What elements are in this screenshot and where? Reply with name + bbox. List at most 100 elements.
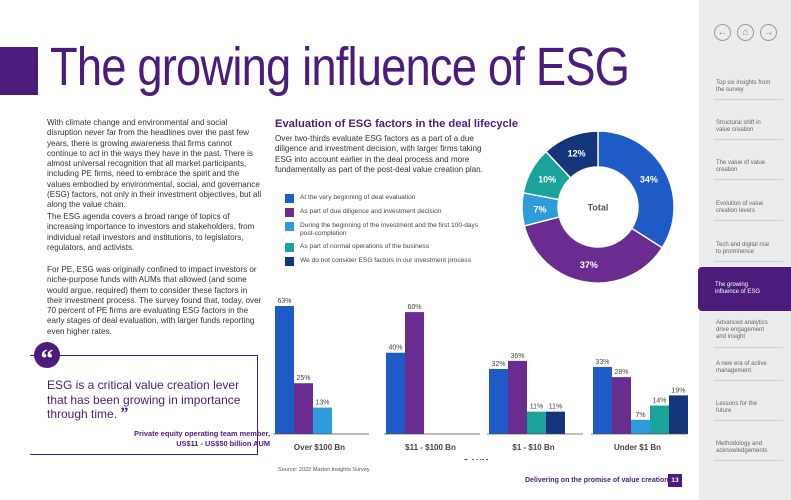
- title-accent-bar: [0, 47, 38, 95]
- bar-chart: 63% 25% 13% Over $100 Bn 40% 60% $11 - $100 Bn…: [273, 298, 688, 460]
- donut-slice-label: 34%: [640, 175, 658, 185]
- sidebar-item-label: Advanced analytics drive engagement and …: [716, 320, 768, 341]
- bar-data-label: 25%: [296, 375, 310, 382]
- sidebar-item-label: Evolution of value creation levers: [716, 201, 764, 215]
- legend-item: We do not consider ESG factors in our in…: [285, 257, 485, 267]
- sidebar-divider: [714, 380, 783, 382]
- section-title: Evaluation of ESG factors in the deal li…: [275, 118, 519, 130]
- bar: [669, 395, 688, 434]
- sidebar-item-3[interactable]: The value of value creation: [699, 160, 791, 181]
- body-paragraph-1: With climate change and environmental an…: [47, 118, 262, 210]
- donut-slice: [544, 130, 599, 179]
- legend-label: We do not consider ESG factors in our in…: [300, 257, 472, 265]
- legend-swatch: [285, 194, 294, 203]
- bar-data-label: 60%: [407, 304, 421, 311]
- sidebar-item-6[interactable]: The growing influence of ESG: [698, 267, 791, 311]
- sidebar-item-5[interactable]: Tech and digital rise to prominence: [699, 242, 791, 263]
- donut-center-label: Total: [588, 203, 609, 213]
- page-title: The growing influence of ESG: [50, 37, 630, 97]
- arrow-right-icon[interactable]: →: [760, 24, 777, 41]
- bar: [386, 352, 405, 434]
- bar: [294, 383, 313, 434]
- sidebar-item-label: A new era of active management: [716, 361, 767, 375]
- quote-close-icon: ”: [120, 405, 129, 422]
- chart-source: Source: 2022 Market Insights Survey: [278, 467, 370, 473]
- chart-legend: At the very beginning of deal evaluation…: [285, 194, 485, 271]
- legend-label: As part of normal operations of the busi…: [300, 243, 430, 251]
- donut-slice: [523, 216, 664, 284]
- legend-item: During the beginning of the investment a…: [285, 222, 485, 238]
- footer-tagline: Delivering on the promise of value creat…: [525, 477, 669, 484]
- sidebar-item-8[interactable]: A new era of active management: [699, 361, 791, 382]
- sidebar-item-2[interactable]: Structural shift in value creation: [699, 120, 791, 141]
- sidebar-divider: [714, 139, 783, 141]
- donut-slice-label: 10%: [538, 175, 556, 185]
- bar-category-label: $1 - $10 Bn: [512, 443, 554, 452]
- bar: [489, 368, 508, 434]
- donut-slice: [597, 130, 675, 249]
- bar: [527, 411, 546, 434]
- page-number: 13: [668, 474, 682, 487]
- sidebar-item-1[interactable]: Top six insights from the survey: [699, 80, 791, 101]
- sidebar-item-label: Top six insights from the survey: [716, 80, 771, 94]
- legend-label: As part of due diligence and investment …: [300, 208, 442, 215]
- bar-data-label: 11%: [530, 404, 544, 411]
- sidebar-item-7[interactable]: Advanced analytics drive engagement and …: [699, 320, 791, 348]
- bar-category-label: Under $1 Bn: [614, 443, 661, 452]
- bar: [275, 306, 294, 434]
- home-icon[interactable]: ⌂: [737, 24, 754, 41]
- bar: [593, 366, 612, 434]
- legend-swatch: [285, 257, 294, 267]
- quote-attribution: Private equity operating team member, US…: [60, 429, 270, 448]
- bar-data-label: 40%: [388, 345, 402, 352]
- body-paragraph-3: For PE, ESG was originally confined to i…: [47, 265, 262, 336]
- legend-label: At the very beginning of deal evaluation: [300, 194, 416, 201]
- legend-item: As part of normal operations of the busi…: [285, 243, 485, 253]
- bar: [508, 360, 527, 434]
- bar: [650, 405, 669, 434]
- sidebar-divider: [714, 220, 783, 222]
- bar-data-label: 63%: [277, 298, 291, 305]
- nav-icons: ← ⌂ →: [714, 24, 777, 41]
- sidebar-item-label: Structural shift in value creation: [716, 120, 761, 134]
- sidebar-item-9[interactable]: Lessons for the future: [699, 401, 791, 422]
- sidebar-item-10[interactable]: Methodology and acknowledgements: [699, 441, 791, 462]
- sidebar-divider: [714, 99, 783, 101]
- donut-slice-label: 12%: [568, 149, 586, 159]
- bar-x-axis-label: $ AUM: [464, 458, 489, 460]
- donut-slice-label: 7%: [534, 204, 547, 214]
- sidebar-divider: [714, 460, 783, 462]
- sidebar-item-label: Methodology and acknowledgements: [716, 441, 768, 455]
- donut-chart: 34% 37% 7% 10% 12% Total: [521, 130, 675, 284]
- bar-data-label: 36%: [510, 353, 524, 360]
- sidebar: [699, 0, 791, 500]
- bar-data-label: 28%: [614, 369, 628, 376]
- sidebar-item-label: The value of value creation: [716, 160, 766, 174]
- bar-data-label: 7%: [635, 412, 645, 419]
- legend-swatch: [285, 208, 294, 217]
- bar-category-label: $11 - $100 Bn: [405, 443, 456, 452]
- bar: [313, 407, 332, 434]
- sidebar-item-label: The growing influence of ESG: [715, 282, 761, 296]
- legend-swatch: [285, 222, 294, 231]
- quote-attribution-line2: US$11 - US$50 billion AUM: [176, 438, 270, 448]
- sidebar-divider: [714, 346, 783, 348]
- bar-data-label: 32%: [491, 361, 505, 368]
- legend-label: During the beginning of the investment a…: [300, 222, 479, 238]
- section-intro: Over two-thirds evaluate ESG factors as …: [275, 134, 483, 174]
- bar-data-label: 19%: [671, 387, 685, 394]
- legend-swatch: [285, 243, 294, 253]
- bar-data-label: 14%: [652, 398, 666, 405]
- bar: [631, 419, 650, 434]
- pull-quote-text: ESG is a critical value creation lever t…: [47, 378, 241, 421]
- bar: [405, 312, 424, 434]
- sidebar-item-4[interactable]: Evolution of value creation levers: [699, 201, 791, 222]
- quote-mark-icon: “: [34, 342, 60, 373]
- sidebar-item-label: Lessons for the future: [716, 401, 758, 415]
- arrow-left-icon[interactable]: ←: [714, 24, 731, 41]
- sidebar-divider: [714, 261, 783, 263]
- legend-item: As part of due diligence and investment …: [285, 208, 485, 217]
- sidebar-divider: [714, 420, 783, 422]
- bar-data-label: 11%: [549, 404, 563, 411]
- legend-item: At the very beginning of deal evaluation: [285, 194, 485, 203]
